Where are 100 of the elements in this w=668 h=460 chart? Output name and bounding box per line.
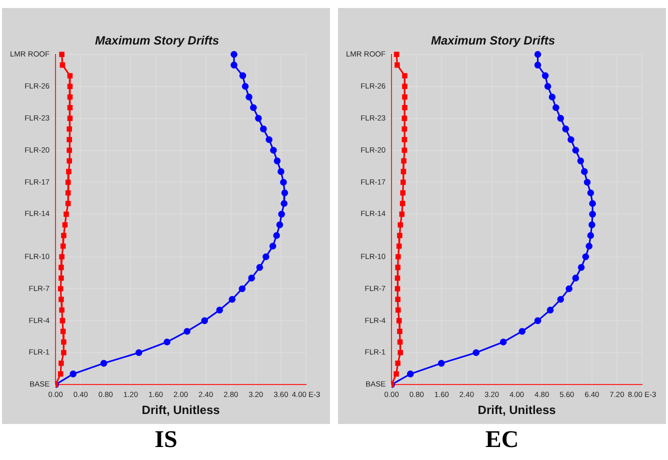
point — [402, 73, 408, 78]
point — [269, 242, 276, 250]
point — [281, 189, 288, 196]
point — [402, 84, 408, 89]
point — [164, 338, 170, 346]
point — [398, 222, 403, 228]
point — [58, 275, 64, 281]
point — [256, 264, 264, 271]
point — [59, 254, 64, 260]
point — [402, 148, 408, 153]
point — [397, 328, 402, 334]
point — [548, 94, 556, 100]
text: IS — [154, 426, 178, 454]
point — [248, 274, 255, 282]
point — [274, 158, 281, 164]
point — [566, 285, 572, 292]
point — [276, 221, 284, 228]
point — [396, 243, 402, 249]
point — [201, 317, 208, 324]
point — [438, 360, 445, 367]
point — [397, 339, 403, 345]
point — [67, 73, 73, 78]
point — [395, 296, 400, 302]
point — [238, 285, 246, 292]
point — [394, 275, 400, 281]
point — [65, 180, 71, 185]
point — [394, 52, 400, 58]
point — [401, 158, 406, 164]
point — [216, 306, 224, 314]
point — [67, 94, 73, 100]
point — [280, 200, 288, 207]
point — [270, 146, 277, 154]
x-axis-title: Drift, Unitless — [142, 403, 220, 418]
point — [58, 360, 64, 366]
point — [60, 243, 66, 249]
point — [500, 338, 507, 346]
point — [582, 253, 590, 260]
point — [394, 371, 399, 377]
x-axis-title: Drift, Unitless — [478, 403, 556, 418]
point — [572, 274, 580, 282]
point — [135, 349, 142, 356]
point — [278, 210, 285, 218]
point — [588, 221, 596, 228]
point — [61, 350, 66, 356]
point — [472, 349, 480, 356]
point — [400, 168, 406, 174]
point — [395, 264, 400, 270]
point — [587, 189, 594, 196]
point — [262, 253, 270, 260]
point — [58, 264, 64, 270]
chart-title: Maximum Story Drifts — [94, 34, 220, 48]
point — [572, 146, 580, 154]
point — [394, 62, 400, 68]
point — [577, 158, 584, 164]
point — [396, 254, 401, 260]
point — [544, 82, 552, 90]
point — [396, 307, 401, 313]
point — [66, 136, 72, 142]
point — [400, 190, 406, 196]
point — [65, 190, 71, 196]
point — [402, 136, 408, 142]
point — [67, 84, 73, 89]
point — [58, 371, 64, 377]
point — [60, 328, 66, 334]
point — [534, 62, 542, 68]
point — [398, 350, 403, 356]
point — [58, 296, 64, 302]
point — [557, 114, 564, 122]
point — [584, 178, 591, 186]
point — [280, 178, 287, 186]
point — [397, 232, 402, 238]
point — [60, 62, 66, 68]
point — [59, 307, 64, 313]
point — [587, 232, 594, 239]
text: EC — [485, 426, 519, 454]
point — [534, 51, 542, 58]
point — [61, 339, 66, 345]
point — [66, 168, 72, 174]
point — [260, 126, 267, 132]
point — [66, 148, 72, 153]
point — [581, 168, 588, 175]
chart-title: Maximum Story Drifts — [430, 34, 556, 48]
point — [395, 360, 400, 366]
point — [394, 286, 400, 292]
point — [250, 104, 257, 112]
point — [578, 264, 585, 271]
point — [61, 232, 66, 238]
point — [64, 212, 69, 217]
point — [542, 72, 549, 80]
point — [396, 318, 402, 324]
point — [518, 328, 526, 335]
point — [58, 286, 64, 292]
point — [402, 105, 408, 110]
point — [402, 126, 408, 132]
point — [402, 116, 408, 121]
point — [589, 200, 596, 207]
point — [546, 306, 554, 314]
point — [228, 296, 236, 303]
point — [402, 94, 408, 100]
point — [230, 62, 238, 68]
